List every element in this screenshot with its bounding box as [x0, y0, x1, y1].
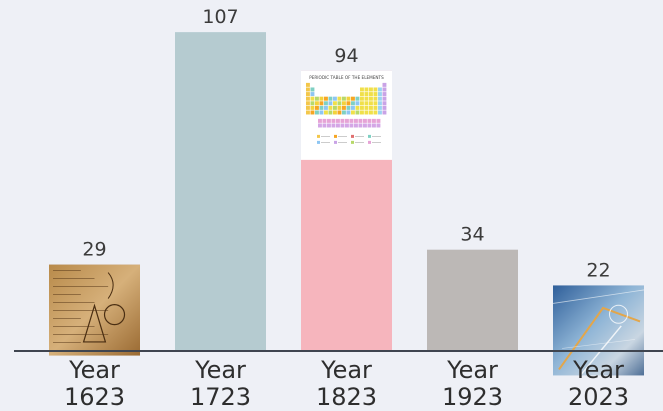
tick-label-1923: Year 1923 — [442, 356, 503, 411]
periodic-table-title: PERIODIC TABLE OF THE ELEMENTS — [309, 75, 384, 80]
lab-photo-image — [552, 285, 645, 376]
value-label-1923: 34 — [460, 224, 484, 246]
value-label-1723: 107 — [202, 6, 238, 28]
value-label-1623: 29 — [82, 239, 106, 261]
bar-1623 — [49, 264, 140, 356]
tick-label-1823: Year 1823 — [316, 356, 377, 411]
tick-label-1723: Year 1723 — [190, 356, 251, 411]
bar-2023 — [552, 285, 645, 376]
periodic-table-image: PERIODIC TABLE OF THE ELEMENTS — [301, 70, 392, 160]
manuscript-image — [49, 264, 140, 356]
bar-1823: PERIODIC TABLE OF THE ELEMENTS — [301, 70, 392, 351]
tick-label-2023: Year 2023 — [568, 356, 629, 411]
value-label-1823: 94 — [334, 45, 358, 67]
bar-1723 — [175, 32, 266, 351]
value-label-2023: 22 — [586, 259, 610, 281]
tick-label-1623: Year 1623 — [64, 356, 125, 411]
bar-1923 — [427, 249, 518, 351]
